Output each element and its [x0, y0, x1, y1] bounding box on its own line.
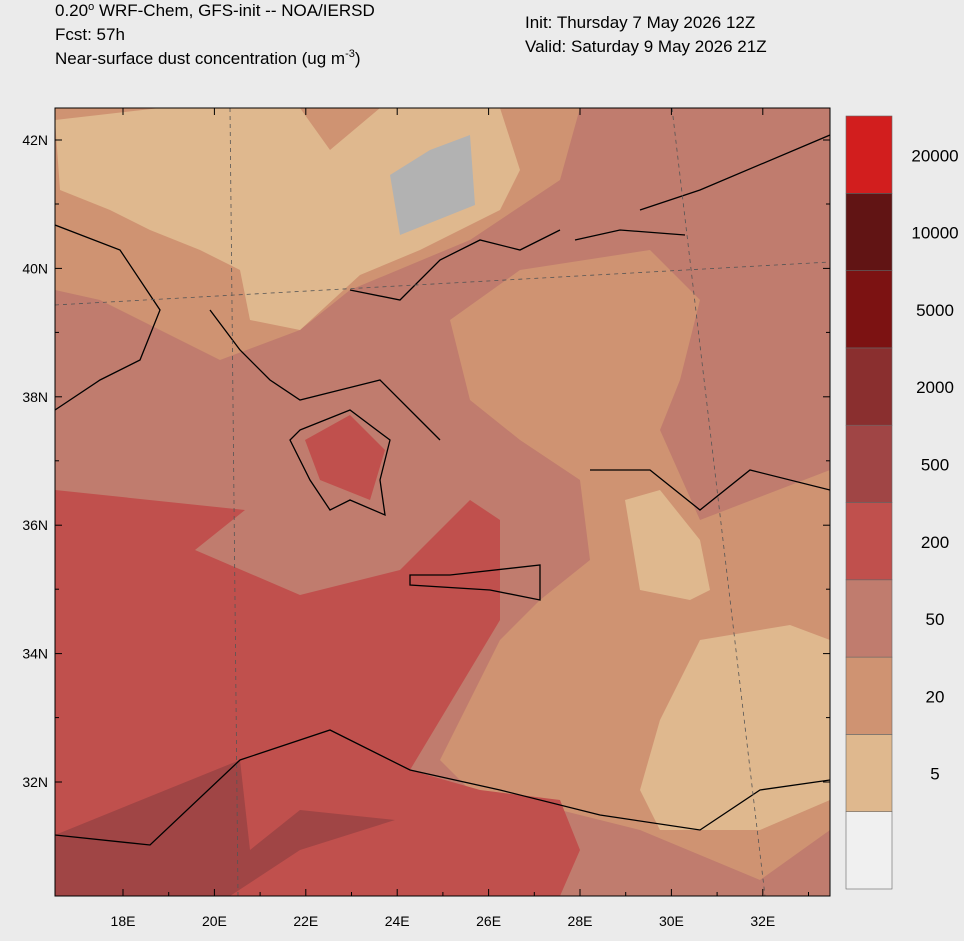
lon-label: 30E: [659, 913, 684, 929]
valid-time: Valid: Saturday 9 May 2026 21Z: [525, 37, 767, 56]
lon-label: 32E: [750, 913, 775, 929]
lat-label: 42N: [22, 132, 48, 148]
lat-label: 34N: [22, 646, 48, 662]
variable: Near-surface dust concentration (ug m-3): [55, 48, 361, 68]
colorbar-swatch: [845, 734, 893, 813]
colorbar-label: 200: [921, 533, 949, 552]
colorbar-swatch: [845, 193, 893, 271]
lon-label: 28E: [568, 913, 593, 929]
lon-label: 22E: [293, 913, 318, 929]
lat-label: 32N: [22, 774, 48, 790]
lon-label: 26E: [476, 913, 501, 929]
colorbar-label: 5: [930, 765, 939, 784]
colorbar-swatch: [845, 502, 893, 581]
colorbar-label: 5000: [916, 301, 954, 320]
colorbar-swatch: [845, 579, 893, 658]
colorbar-label: 20000: [911, 146, 958, 165]
colorbar-swatch: [845, 811, 893, 890]
colorbar: 5 20 50 200 500 2000 5000 10000 20000: [845, 115, 959, 890]
map: [55, 108, 830, 896]
model-title: 0.20o WRF-Chem, GFS-init -- NOA/IERSD: [55, 1, 375, 20]
colorbar-label: 2000: [916, 378, 954, 397]
colorbar-swatch: [845, 656, 893, 735]
colorbar-swatch: [845, 347, 893, 426]
colorbar-swatch: [845, 424, 893, 503]
lat-label: 36N: [22, 517, 48, 533]
init-time: Init: Thursday 7 May 2026 12Z: [525, 13, 755, 32]
lat-label: 40N: [22, 260, 48, 276]
colorbar-swatch: [845, 270, 893, 349]
colorbar-label: 10000: [911, 224, 958, 243]
lat-label: 38N: [22, 389, 48, 405]
lon-label: 20E: [202, 913, 227, 929]
lon-label: 18E: [111, 913, 136, 929]
colorbar-label: 500: [921, 456, 949, 475]
colorbar-label: 20: [926, 687, 945, 706]
colorbar-swatch: [845, 115, 893, 194]
lon-label: 24E: [385, 913, 410, 929]
forecast-hour: Fcst: 57h: [55, 25, 125, 44]
colorbar-label: 50: [926, 610, 945, 629]
